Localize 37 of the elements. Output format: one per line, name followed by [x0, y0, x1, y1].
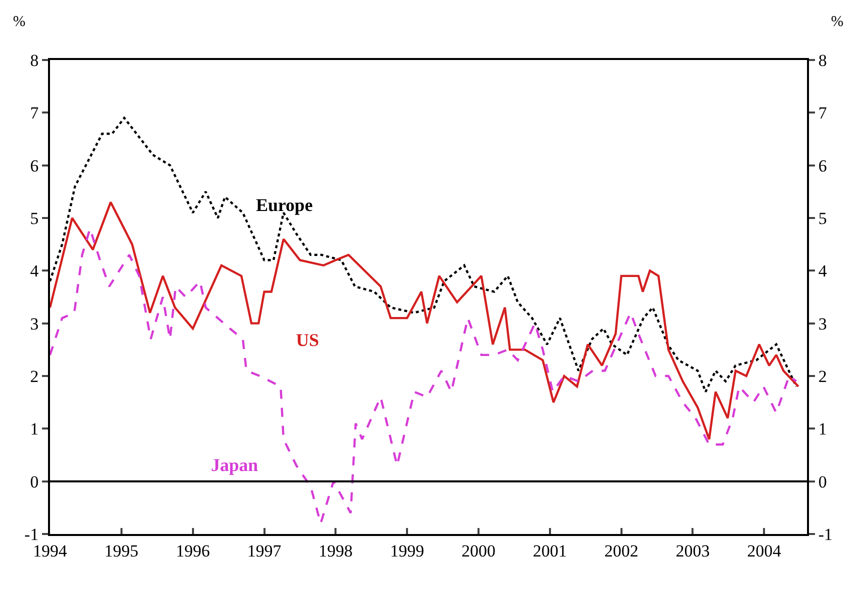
x-tick-label: 2000 [461, 541, 496, 560]
y2-tick-label: 3 [818, 314, 827, 334]
y2-tick-label: 8 [818, 50, 827, 70]
y2-tick-label: 7 [818, 104, 828, 123]
x-tick-label: 1999 [390, 541, 424, 560]
y-tick-label: 1 [30, 420, 39, 439]
y2-tick-label: 1 [818, 420, 827, 439]
series-label: Europe [256, 195, 313, 215]
y-tick-label: 7 [30, 104, 40, 123]
y2-tick-label: 6 [818, 156, 827, 176]
y-tick-label: 5 [30, 208, 39, 228]
x-tick-label: 1994 [33, 541, 68, 560]
y2-tick-label: 4 [818, 262, 828, 281]
y-tick-label: 2 [30, 366, 39, 386]
x-tick-label: 2001 [532, 541, 567, 560]
y-tick-label: 8 [30, 50, 39, 70]
text: US [296, 330, 320, 350]
y2-tick-label: 5 [818, 208, 827, 228]
x-tick-label: 1998 [318, 541, 353, 560]
line-series [50, 201, 800, 440]
x-tick-label: 2002 [604, 541, 638, 560]
x-tick-label: 1997 [247, 541, 282, 560]
y-tick-label: 4 [30, 262, 40, 281]
x-tick-label: 2003 [676, 541, 710, 560]
x-tick-label: 1996 [176, 541, 210, 560]
y-tick-label: -1 [24, 524, 39, 544]
y-axis-title: % [13, 14, 26, 30]
y2-tick-label: 0 [818, 472, 827, 492]
y2-tick-label: 2 [818, 366, 827, 386]
x-tick-label: 2004 [747, 541, 782, 560]
x-tick-label: 1995 [104, 541, 138, 560]
y2-tick-label: -1 [818, 524, 833, 544]
series-label: Japan [211, 455, 258, 475]
y2-axis-title: % [831, 14, 844, 30]
y-tick-label: 3 [30, 314, 39, 334]
y-tick-label: 6 [30, 156, 39, 176]
y-tick-label: 0 [30, 472, 39, 492]
